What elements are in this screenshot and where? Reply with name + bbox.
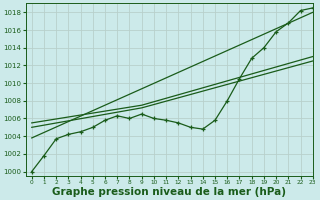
X-axis label: Graphe pression niveau de la mer (hPa): Graphe pression niveau de la mer (hPa) <box>52 187 286 197</box>
